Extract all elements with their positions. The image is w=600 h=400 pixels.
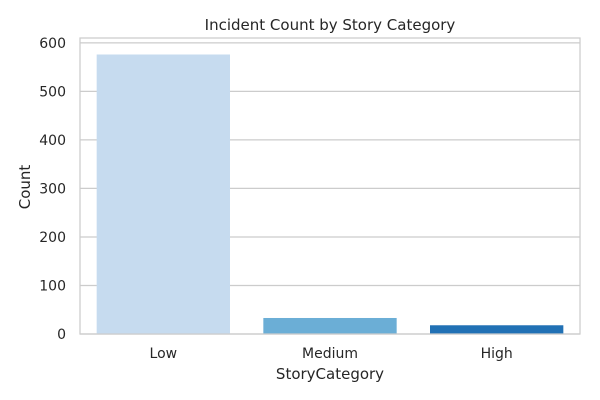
bars <box>96 54 564 335</box>
y-tick-label: 200 <box>39 230 66 246</box>
bar-high <box>430 325 564 334</box>
x-tick-labels: Low Medium High <box>150 346 513 362</box>
x-tick-label: Medium <box>302 346 358 362</box>
bar-low <box>96 54 231 335</box>
x-tick-label: Low <box>150 346 178 362</box>
y-tick-label: 100 <box>39 278 66 294</box>
x-tick-label: High <box>481 346 513 362</box>
y-tick-labels: 0 100 200 300 400 500 600 <box>39 36 66 343</box>
bar-medium <box>263 317 397 334</box>
y-tick-label: 300 <box>39 181 66 197</box>
x-axis-label: StoryCategory <box>276 365 384 383</box>
y-tick-label: 500 <box>39 84 66 100</box>
y-tick-label: 600 <box>39 36 66 52</box>
y-tick-label: 400 <box>39 133 66 149</box>
chart-title: Incident Count by Story Category <box>205 16 456 34</box>
y-axis-label: Count <box>16 165 34 210</box>
plot-frame <box>79 37 581 335</box>
y-tick-label: 0 <box>57 327 66 343</box>
